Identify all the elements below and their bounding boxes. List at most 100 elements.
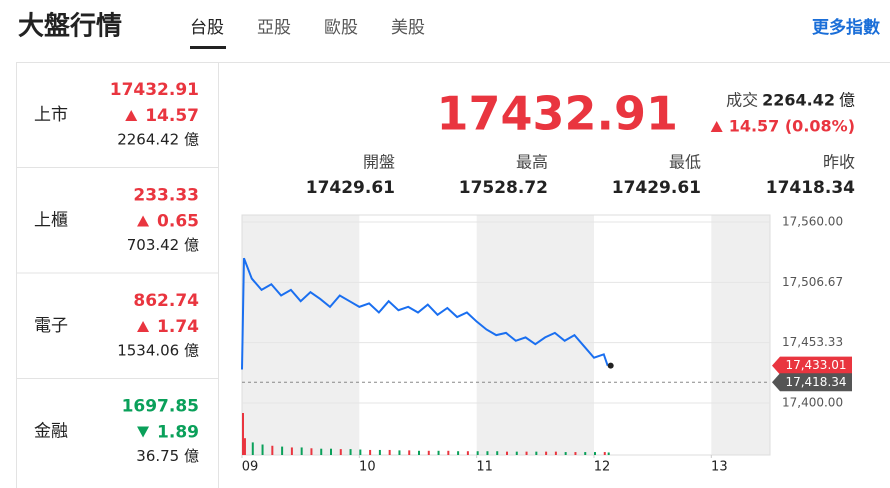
index-name[interactable]: 金融 bbox=[34, 422, 68, 442]
price-line bbox=[241, 257, 609, 370]
index-price: 862.74 bbox=[133, 291, 199, 311]
volume-bar bbox=[271, 445, 274, 455]
volume-bar bbox=[310, 448, 313, 455]
change-arrow bbox=[137, 321, 150, 332]
volume-bar bbox=[427, 450, 430, 455]
index-change: 1.89 bbox=[157, 423, 199, 443]
volume-bar bbox=[261, 444, 264, 455]
volume-bar bbox=[515, 451, 518, 455]
volume-bar bbox=[535, 451, 538, 455]
volume-bar bbox=[466, 451, 469, 455]
tab[interactable]: 美股 bbox=[391, 18, 425, 38]
volume-bar bbox=[574, 452, 577, 455]
volume-bar bbox=[349, 449, 352, 455]
more-link[interactable]: 更多指數 bbox=[812, 17, 880, 38]
volume-bar bbox=[398, 450, 401, 455]
index-change: 0.65 bbox=[157, 212, 199, 232]
tab[interactable]: 歐股 bbox=[324, 18, 358, 38]
stat-value: 17418.34 bbox=[766, 178, 855, 198]
index-name[interactable]: 電子 bbox=[34, 316, 68, 336]
change-arrow bbox=[137, 215, 150, 227]
last-price-tag bbox=[772, 356, 852, 375]
volume-bar bbox=[290, 447, 293, 455]
tab[interactable]: 亞股 bbox=[257, 18, 291, 38]
index-volume: 1534.06 億 bbox=[117, 342, 199, 360]
index-volume: 703.42 億 bbox=[127, 236, 199, 254]
volume-bar bbox=[330, 448, 332, 455]
stat-value: 17429.61 bbox=[612, 178, 701, 198]
volume-label: 成交 bbox=[726, 91, 758, 110]
volume-bar bbox=[339, 449, 342, 455]
volume-bar bbox=[594, 452, 596, 455]
volume-bar bbox=[388, 449, 391, 455]
last-price-tag-label: 17,433.01 bbox=[785, 358, 846, 372]
y-tick-label: 17,400.00 bbox=[782, 396, 843, 410]
tab[interactable]: 台股 bbox=[190, 18, 224, 38]
volume-bar bbox=[447, 450, 450, 455]
volume-bar bbox=[300, 447, 303, 455]
volume-bar bbox=[408, 450, 411, 455]
y-tick-label: 17,453.33 bbox=[782, 335, 843, 349]
index-change: 14.57 bbox=[145, 106, 199, 126]
stat-label: 最低 bbox=[669, 153, 701, 172]
volume-value: 2264.42 bbox=[762, 91, 835, 110]
stat-value: 17429.61 bbox=[306, 178, 395, 198]
x-tick-label: 09 bbox=[242, 460, 259, 475]
index-price: 233.33 bbox=[133, 186, 199, 206]
volume-bar bbox=[603, 452, 606, 455]
change-arrow bbox=[137, 426, 150, 438]
main-change: 14.57 (0.08%) bbox=[729, 117, 855, 136]
volume-bar bbox=[554, 451, 557, 455]
y-tick-label: 17,506.67 bbox=[782, 275, 843, 289]
tab-underline bbox=[190, 46, 226, 49]
volume-bar bbox=[476, 451, 479, 455]
volume-bar bbox=[359, 449, 362, 455]
volume-bar bbox=[486, 451, 489, 455]
volume-bar bbox=[564, 452, 567, 455]
index-name[interactable]: 上櫃 bbox=[34, 211, 68, 231]
volume-bar bbox=[545, 451, 548, 455]
reference-tag bbox=[772, 373, 852, 392]
y-tick-label: 17,560.00 bbox=[782, 215, 843, 229]
page-title: 大盤行情 bbox=[18, 11, 122, 42]
reference-tag-label: 17,418.34 bbox=[785, 375, 846, 389]
index-price: 17432.91 bbox=[110, 80, 199, 100]
index-price: 1697.85 bbox=[122, 397, 199, 417]
x-tick-label: 13 bbox=[711, 460, 728, 475]
hour-band bbox=[242, 215, 360, 455]
volume-bar bbox=[525, 451, 528, 455]
index-name[interactable]: 上市 bbox=[34, 105, 68, 125]
volume-bar bbox=[418, 450, 420, 455]
change-arrow bbox=[125, 110, 138, 121]
volume-bar bbox=[243, 438, 246, 455]
volume-bar bbox=[496, 451, 499, 455]
stat-value: 17528.72 bbox=[459, 178, 548, 198]
volume-bar bbox=[242, 413, 244, 455]
volume-bar bbox=[369, 449, 372, 455]
stat-label: 昨收 bbox=[823, 153, 855, 172]
x-tick-label: 10 bbox=[359, 460, 376, 475]
main-price: 17432.91 bbox=[436, 87, 678, 141]
stat-label: 最高 bbox=[516, 153, 548, 172]
volume-bar bbox=[584, 452, 587, 455]
side-list bbox=[16, 62, 219, 488]
hour-band bbox=[711, 215, 770, 455]
change-arrow bbox=[710, 121, 723, 132]
volume-bar bbox=[506, 451, 508, 455]
volume-bar bbox=[457, 451, 460, 455]
x-tick-label: 11 bbox=[476, 460, 493, 475]
index-volume: 2264.42 億 bbox=[117, 131, 199, 149]
last-point bbox=[607, 362, 614, 369]
volume-bar bbox=[251, 442, 254, 455]
x-tick-label: 12 bbox=[594, 460, 611, 475]
volume-bar bbox=[320, 448, 323, 455]
volume-bar bbox=[607, 452, 610, 455]
index-change: 1.74 bbox=[157, 317, 199, 337]
volume-bar bbox=[378, 449, 381, 455]
stat-label: 開盤 bbox=[363, 153, 395, 172]
volume-bar bbox=[281, 446, 284, 455]
volume-bar bbox=[437, 450, 440, 455]
index-volume: 36.75 億 bbox=[136, 447, 199, 465]
volume-unit: 億 bbox=[839, 91, 855, 110]
